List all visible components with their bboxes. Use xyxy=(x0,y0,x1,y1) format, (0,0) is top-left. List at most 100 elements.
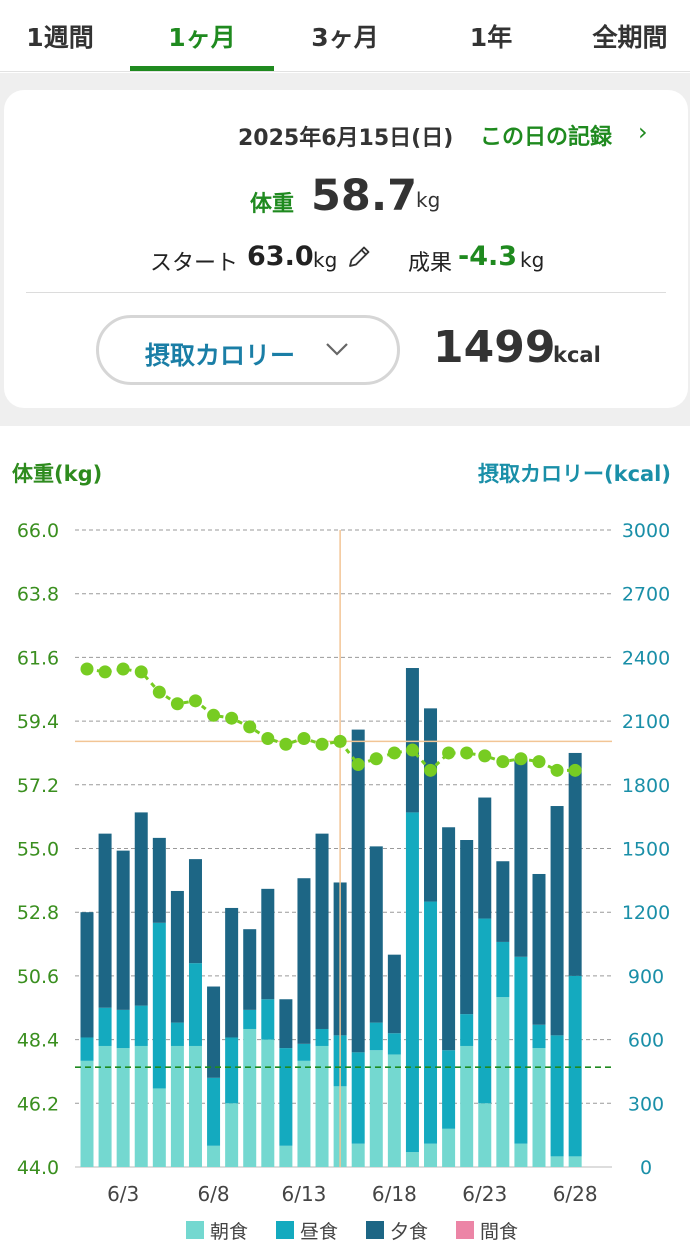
lunch-bar xyxy=(514,956,528,1144)
weight-point xyxy=(297,731,311,745)
tab-1-year[interactable]: 1年 xyxy=(469,23,513,52)
dinner-bar xyxy=(387,954,401,1034)
selected-date: 2025年6月15日(日) xyxy=(238,126,454,151)
weight-point xyxy=(532,755,546,769)
left-tick-label: 48.4 xyxy=(17,1030,59,1052)
dinner-bar xyxy=(478,797,492,919)
left-tick-label: 44.0 xyxy=(17,1157,59,1179)
tab-1-month[interactable]: 1ヶ月 xyxy=(168,23,236,52)
lunch-bar xyxy=(80,1037,94,1061)
breakfast-bar xyxy=(261,1039,275,1167)
dinner-bar xyxy=(568,752,582,976)
start-weight-unit: kg xyxy=(313,248,338,272)
breakfast-bar xyxy=(405,1152,419,1167)
metric-select-label: 摂取カロリー xyxy=(145,341,296,370)
breakfast-bar xyxy=(297,1060,311,1167)
breakfast-bar xyxy=(207,1145,221,1167)
lunch-bar xyxy=(568,975,582,1157)
tab-1-week[interactable]: 1週間 xyxy=(26,23,94,52)
metric-select[interactable]: 摂取カロリー xyxy=(96,315,400,385)
breakfast-bar xyxy=(80,1060,94,1167)
lunch-bar xyxy=(424,901,438,1144)
breakfast-bar xyxy=(279,1145,293,1167)
weight-point xyxy=(405,743,419,757)
right-tick-label: 2700 xyxy=(622,584,670,606)
weight-point xyxy=(80,662,94,676)
weight-label: 体重 xyxy=(250,192,295,217)
weight-point xyxy=(369,752,383,766)
chevron-right-icon[interactable]: › xyxy=(638,118,648,146)
result-value: -4.3 xyxy=(458,241,518,272)
breakfast-bar xyxy=(315,1045,329,1167)
dinner-bar xyxy=(261,888,275,1000)
dinner-bar xyxy=(134,812,148,1006)
dinner-bar xyxy=(152,837,166,923)
weight-point xyxy=(134,665,148,679)
right-tick-label: 300 xyxy=(628,1093,664,1115)
dinner-bar xyxy=(369,846,383,1023)
dinner-bar xyxy=(442,827,456,1051)
breakfast-bar xyxy=(225,1103,239,1167)
dinner-bar xyxy=(80,912,94,1038)
legend-label: 昼食 xyxy=(300,1220,339,1243)
pencil-icon[interactable] xyxy=(346,244,372,270)
weight-point xyxy=(243,720,257,734)
right-tick-label: 3000 xyxy=(622,520,670,542)
x-tick-label: 6/8 xyxy=(197,1182,229,1206)
right-tick-label: 900 xyxy=(628,966,664,988)
weight-point xyxy=(225,711,239,725)
weight-line xyxy=(86,667,576,773)
breakfast-bar xyxy=(188,1045,202,1167)
lunch-bar xyxy=(225,1037,239,1104)
breakfast-bar xyxy=(424,1143,438,1167)
weight-point xyxy=(568,763,582,777)
weight-point xyxy=(152,685,166,699)
right-axis-title: 摂取カロリー(kcal) xyxy=(478,462,671,486)
start-label: スタート xyxy=(150,251,239,276)
dinner-bar xyxy=(351,729,365,1053)
lunch-bar xyxy=(207,1077,221,1146)
breakfast-bar xyxy=(170,1045,184,1167)
breakfast-bar xyxy=(387,1054,401,1167)
tab-3-months[interactable]: 3ヶ月 xyxy=(311,23,379,52)
result-label: 成果 xyxy=(408,251,453,276)
tab-all-period[interactable]: 全期間 xyxy=(592,23,668,52)
left-tick-label: 66.0 xyxy=(17,520,59,542)
dinner-bar xyxy=(116,850,130,1010)
x-tick-label: 6/13 xyxy=(281,1182,326,1206)
left-tick-label: 52.8 xyxy=(17,902,59,924)
left-tick-label: 61.6 xyxy=(17,647,59,669)
lunch-bar xyxy=(243,1009,257,1029)
weight-point xyxy=(188,694,202,708)
weight-unit: kg xyxy=(416,188,441,212)
lunch-bar xyxy=(405,812,419,1153)
right-tick-label: 1200 xyxy=(622,902,670,924)
weight-point xyxy=(98,665,112,679)
legend-item-dinner: 夕食 xyxy=(366,1217,428,1244)
weight-point xyxy=(207,708,221,722)
legend-label: 朝食 xyxy=(210,1220,249,1243)
breakfast-bar xyxy=(478,1103,492,1167)
lunch-bar xyxy=(152,922,166,1089)
dinner-bar xyxy=(496,861,510,942)
lunch-bar xyxy=(134,1005,148,1046)
legend-item-lunch: 昼食 xyxy=(276,1217,338,1244)
dinner-bar xyxy=(532,873,546,1025)
weight-point xyxy=(261,731,275,745)
weight-point xyxy=(442,746,456,760)
weight-point xyxy=(514,752,528,766)
legend-item-snack: 間食 xyxy=(456,1217,518,1244)
breakfast-bar xyxy=(496,997,510,1167)
left-tick-label: 57.2 xyxy=(17,775,59,797)
day-record-link[interactable]: この日の記録 xyxy=(480,125,613,150)
dinner-bar xyxy=(297,878,311,1044)
lunch-bar xyxy=(496,941,510,998)
dinner-bar xyxy=(550,806,564,1036)
chevron-down-icon xyxy=(326,343,348,356)
lunch-bar xyxy=(460,1014,474,1046)
breakfast-bar xyxy=(116,1048,130,1167)
legend-item-breakfast: 朝食 xyxy=(186,1217,248,1244)
x-tick-label: 6/18 xyxy=(372,1182,417,1206)
right-tick-label: 1500 xyxy=(622,839,670,861)
